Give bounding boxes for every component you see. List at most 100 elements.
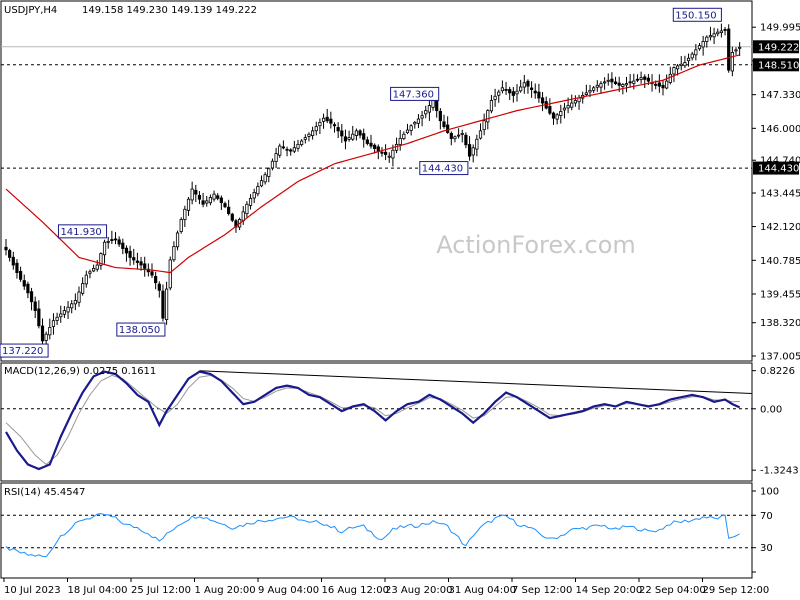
candle-body (88, 271, 92, 274)
candle-body (117, 239, 121, 245)
candle-body (522, 82, 526, 88)
candle-body (150, 271, 154, 276)
macd-title: MACD(12,26,9) 0.0275 0.1611 (4, 366, 156, 377)
candle-body (431, 100, 435, 108)
candle-body (183, 208, 187, 220)
candle-body (668, 73, 672, 83)
candle-body (270, 160, 275, 169)
macd-trendline (199, 370, 753, 394)
candle-body (380, 151, 384, 154)
candle-body (59, 313, 63, 318)
candle-body (70, 303, 74, 309)
candle-body (128, 250, 132, 258)
candle-body (701, 41, 705, 48)
candle-body (263, 174, 267, 183)
candle-body (570, 102, 574, 108)
candle-body (29, 291, 34, 303)
candle-body (719, 30, 724, 34)
candle-body (351, 133, 355, 140)
candle-body (624, 83, 629, 86)
candle-body (197, 194, 202, 200)
annotation-137.220: 137.220 (0, 343, 49, 358)
current-price-tag-bg (753, 40, 799, 54)
candle-body (37, 308, 41, 327)
candle-body (15, 262, 19, 274)
candle-body (712, 33, 716, 38)
candle-body (621, 84, 625, 87)
candle-body (102, 241, 107, 256)
annotation-box (390, 86, 440, 101)
rsi-title: RSI(14) 45.4547 (4, 487, 85, 498)
candle-body (409, 125, 413, 131)
candle-body (369, 142, 373, 147)
candle-body (471, 147, 475, 156)
candle-body (358, 130, 362, 136)
candle-body (603, 81, 607, 84)
candle-body (530, 87, 534, 90)
time-tick-label: 16 Aug 12:00 (322, 585, 389, 596)
candle-body (340, 130, 344, 137)
candle-body (219, 197, 223, 203)
candle-body (343, 136, 348, 142)
annotation-label: 138.050 (119, 325, 160, 336)
annotation-label: 141.930 (60, 227, 101, 238)
candle-body (336, 127, 340, 132)
candle-body (497, 91, 501, 96)
candle-body (427, 105, 432, 113)
sma-line (5, 54, 740, 274)
candle-body (632, 80, 636, 84)
candle-body (551, 112, 556, 119)
candle-body (566, 105, 570, 109)
candle-body (106, 240, 110, 243)
candle-body (157, 283, 161, 291)
candle-body (416, 118, 421, 124)
candle-body (398, 138, 402, 145)
candle-body (321, 117, 326, 122)
annotation-144.430: 144.430 (419, 161, 469, 176)
time-tick-label: 22 Sep 04:00 (639, 585, 706, 596)
candle-body (533, 90, 537, 94)
candle-body (135, 260, 139, 263)
candle-body (486, 110, 490, 123)
time-tick-label: 18 Jul 04:00 (68, 585, 128, 596)
candle-body (267, 168, 271, 177)
candle-body (296, 143, 300, 149)
candle-body (325, 116, 329, 122)
candle-body (665, 80, 669, 89)
candle-body (40, 325, 45, 342)
candle-body (508, 89, 512, 94)
macd-panel-frame (0, 362, 753, 482)
candle-body (738, 46, 742, 49)
candle-body (734, 49, 738, 52)
time-tick-label: 9 Aug 04:00 (258, 585, 319, 596)
time-tick-label: 10 Jul 2023 (4, 585, 61, 596)
price-tick-label: 146.000 (760, 124, 800, 135)
candle-body (205, 200, 209, 204)
candle-body (77, 291, 81, 303)
candle-body (730, 51, 734, 72)
candle-body (628, 81, 632, 84)
candle-body (453, 136, 457, 140)
candle-body (435, 99, 439, 112)
candle-body (303, 137, 307, 140)
price-tick-label: 143.445 (760, 188, 800, 199)
candle-body (482, 120, 486, 131)
candle-body (18, 270, 23, 280)
current-price-tag: 149.222 (758, 42, 799, 53)
candle-body (519, 86, 523, 92)
candle-body (694, 49, 698, 56)
candle-body (373, 144, 377, 149)
candle-body (420, 115, 424, 119)
candle-body (383, 151, 388, 155)
candle-body (646, 77, 651, 82)
candle-body (139, 261, 143, 266)
annotation-label: 147.360 (393, 89, 434, 100)
annotation-label: 150.150 (675, 10, 716, 21)
candle-body (300, 140, 304, 145)
candle-body (314, 126, 318, 132)
candle-body (489, 100, 494, 112)
candle-body (329, 118, 333, 124)
candle-body (124, 247, 129, 254)
candle-body (66, 306, 70, 313)
candle-body (186, 198, 191, 211)
